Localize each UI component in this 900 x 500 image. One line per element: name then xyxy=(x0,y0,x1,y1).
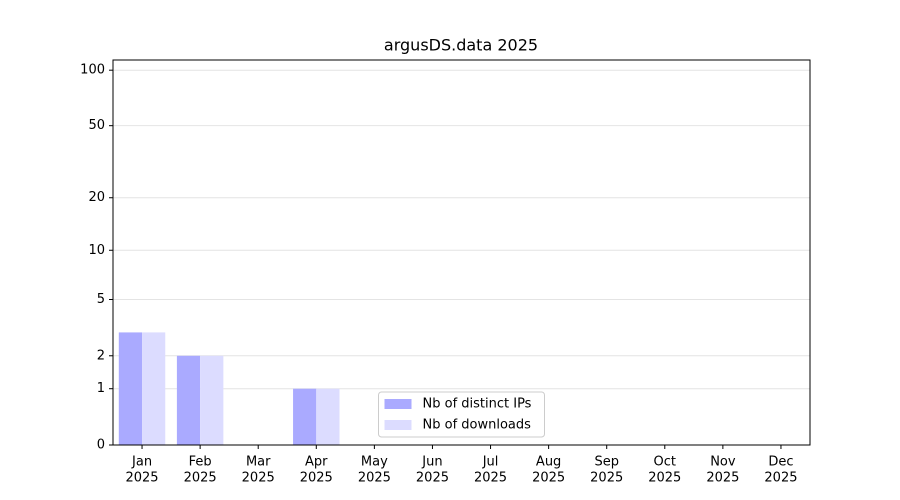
x-tick-label: 2025 xyxy=(416,471,449,486)
y-tick-label: 2 xyxy=(97,348,105,363)
x-tick-label: 2025 xyxy=(648,471,681,486)
x-tick-label: Apr xyxy=(305,455,328,470)
x-tick-label: Dec xyxy=(768,455,793,470)
legend-swatch xyxy=(384,399,412,409)
chart-title: argusDS.data 2025 xyxy=(384,36,538,55)
y-tick-label: 20 xyxy=(88,190,105,205)
bar xyxy=(176,355,201,445)
x-tick-label: 2025 xyxy=(764,471,797,486)
x-tick-label: Jul xyxy=(482,455,499,470)
x-tick-label: 2025 xyxy=(474,471,507,486)
x-tick-label: Mar xyxy=(246,455,271,470)
x-tick-label: Sep xyxy=(594,455,619,470)
y-tick-label: 0 xyxy=(97,438,105,453)
y-tick-label: 5 xyxy=(97,292,105,307)
legend-label: Nb of distinct IPs xyxy=(423,397,532,412)
legend-label: Nb of downloads xyxy=(423,418,532,433)
bar xyxy=(200,355,224,445)
x-tick-label: Jun xyxy=(421,455,442,470)
y-tick-label: 100 xyxy=(80,63,105,78)
x-tick-label: Oct xyxy=(654,455,676,470)
x-tick-label: 2025 xyxy=(590,471,623,486)
x-tick-label: 2025 xyxy=(358,471,391,486)
x-tick-label: May xyxy=(361,455,388,470)
x-tick-label: 2025 xyxy=(125,471,158,486)
x-tick-label: 2025 xyxy=(706,471,739,486)
plot-frame xyxy=(112,59,811,446)
x-tick-label: 2025 xyxy=(532,471,565,486)
y-tick-label: 50 xyxy=(88,118,105,133)
x-tick-label: Feb xyxy=(189,455,212,470)
bar xyxy=(316,388,340,445)
x-tick-label: Jan xyxy=(131,455,152,470)
y-tick-label: 10 xyxy=(88,243,105,258)
x-tick-label: Aug xyxy=(536,455,561,470)
x-tick-label: 2025 xyxy=(242,471,275,486)
x-tick-label: 2025 xyxy=(300,471,333,486)
legend-box xyxy=(378,391,545,438)
legend-swatch xyxy=(384,420,412,430)
x-tick-label: 2025 xyxy=(184,471,217,486)
y-tick-label: 1 xyxy=(97,381,105,396)
bar xyxy=(293,388,317,445)
bar xyxy=(142,332,166,445)
x-tick-label: Nov xyxy=(710,455,736,470)
bar xyxy=(118,332,143,445)
